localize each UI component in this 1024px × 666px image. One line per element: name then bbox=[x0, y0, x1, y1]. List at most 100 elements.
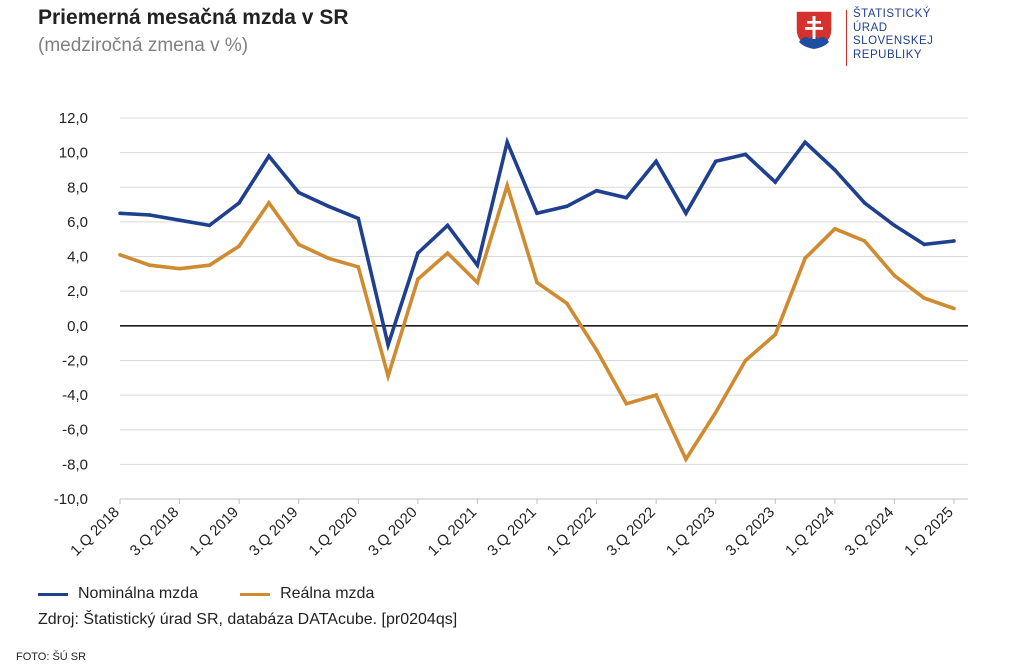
data-point-real bbox=[684, 457, 688, 461]
x-tick-label: 1.Q 2022 bbox=[544, 504, 600, 560]
data-point-nominal bbox=[147, 213, 152, 217]
x-tick-label: 3.Q 2018 bbox=[127, 504, 183, 560]
data-point-nominal bbox=[952, 239, 956, 243]
data-point-real bbox=[654, 393, 658, 397]
data-point-real bbox=[237, 244, 241, 248]
data-point-nominal bbox=[564, 204, 569, 209]
x-tick-label: 3.Q 2024 bbox=[842, 504, 898, 560]
data-point-nominal bbox=[803, 140, 807, 145]
data-point-nominal bbox=[326, 204, 331, 209]
data-point-nominal bbox=[833, 168, 837, 172]
data-point-real bbox=[416, 277, 420, 281]
y-tick-label: 6,0 bbox=[67, 214, 88, 231]
y-tick-label: -6,0 bbox=[62, 422, 88, 439]
y-axis-ticks: -10,0 -8,0 -6,0 -4,0 -2,0 0,0 2,0 4,0 6,0 8,0 10,0… bbox=[54, 110, 88, 508]
data-point-nominal bbox=[296, 190, 301, 195]
data-point-nominal bbox=[892, 223, 897, 228]
data-point-nominal bbox=[356, 216, 361, 221]
y-tick-label: -4,0 bbox=[62, 387, 88, 404]
x-tick-label: 3.Q 2021 bbox=[484, 504, 540, 560]
data-point-nominal bbox=[505, 140, 510, 145]
legend-swatch-nominal bbox=[38, 592, 68, 596]
data-point-nominal bbox=[713, 159, 718, 164]
data-point-real bbox=[356, 265, 361, 269]
data-point-real bbox=[296, 242, 301, 247]
y-tick-label: 4,0 bbox=[67, 249, 88, 266]
data-point-nominal bbox=[386, 343, 390, 347]
data-point-nominal bbox=[743, 152, 748, 157]
data-point-nominal bbox=[594, 188, 599, 193]
legend-label-real: Reálna mzda bbox=[280, 585, 375, 602]
data-point-nominal bbox=[654, 159, 658, 164]
logo-line: SLOVENSKEJ bbox=[853, 35, 934, 47]
data-point-nominal bbox=[475, 263, 480, 268]
y-tick-label: 10,0 bbox=[59, 145, 88, 162]
x-tick-label: 3.Q 2023 bbox=[722, 504, 778, 560]
data-point-real bbox=[833, 227, 837, 231]
logo-line: REPUBLIKY bbox=[853, 48, 923, 61]
data-point-real bbox=[326, 256, 331, 261]
data-point-nominal bbox=[267, 154, 271, 158]
x-tick-label: 1.Q 2024 bbox=[782, 504, 838, 560]
y-tick-label: 0,0 bbox=[67, 318, 88, 335]
logo-line: ŠTATISTICKÝ bbox=[853, 8, 931, 20]
grid-layer bbox=[120, 117, 968, 500]
x-tick-label: 3.Q 2019 bbox=[246, 504, 302, 560]
legend-item-nominal: Nominálna mzda bbox=[38, 585, 198, 603]
data-point-real bbox=[505, 183, 510, 188]
y-tick-label: 8,0 bbox=[67, 179, 88, 196]
y-tick-label: -10,0 bbox=[54, 491, 88, 508]
data-point-nominal bbox=[237, 201, 241, 205]
x-tick-label: 3.Q 2022 bbox=[603, 504, 659, 560]
data-point-real bbox=[952, 306, 956, 311]
data-point-real bbox=[743, 358, 748, 363]
data-point-real bbox=[147, 263, 152, 268]
data-point-nominal bbox=[207, 223, 212, 228]
data-point-nominal bbox=[773, 180, 778, 184]
logo-divider bbox=[846, 10, 847, 66]
series-line-nominal bbox=[119, 136, 955, 352]
data-point-real bbox=[803, 256, 807, 261]
x-tick-label: 1.Q 2021 bbox=[425, 504, 481, 560]
data-point-nominal bbox=[684, 211, 688, 216]
data-point-nominal bbox=[535, 211, 539, 216]
data-point-nominal bbox=[445, 223, 450, 228]
data-point-real bbox=[564, 301, 569, 306]
data-point-nominal bbox=[118, 211, 122, 216]
legend-label-nominal: Nominálna mzda bbox=[78, 585, 199, 602]
y-tick-label: -8,0 bbox=[62, 456, 88, 473]
data-point-real bbox=[713, 410, 718, 415]
data-point-real bbox=[118, 253, 122, 257]
chart-subtitle: (medziročná zmena v %) bbox=[38, 35, 249, 56]
legend: Nominálna mzda Reálna mzda bbox=[38, 585, 416, 603]
data-point-real bbox=[892, 273, 897, 278]
x-tick-label: 1.Q 2019 bbox=[186, 504, 242, 560]
data-point-real bbox=[594, 348, 599, 352]
x-tick-label: 1.Q 2018 bbox=[67, 504, 123, 560]
source-note: Zdroj: Štatistický úrad SR, databáza DAT… bbox=[38, 611, 458, 628]
x-tick-label: 1.Q 2020 bbox=[305, 504, 361, 560]
data-point-nominal bbox=[624, 195, 629, 200]
photo-credit: FOTO: ŠÚ SR bbox=[16, 651, 87, 663]
series-line-real bbox=[119, 179, 955, 463]
y-tick-label: 12,0 bbox=[59, 110, 88, 127]
y-tick-label: 2,0 bbox=[67, 283, 88, 300]
logo-text: ŠTATISTICKÝ ÚRAD SLOVENSKEJ REPUBLIKY bbox=[853, 8, 933, 62]
x-tick-label: 3.Q 2020 bbox=[365, 504, 421, 560]
data-point-real bbox=[475, 280, 480, 285]
x-axis-ticks: 1.Q 2018 3.Q 2018 1.Q 2019 3.Q 2019 1.Q 2020… bbox=[67, 499, 957, 559]
line-chart: -10,0 -8,0 -6,0 -4,0 -2,0 0,0 2,0 4,0 6,0 8,0 10,0… bbox=[54, 110, 968, 559]
data-point-real bbox=[624, 401, 629, 406]
data-point-nominal bbox=[177, 218, 182, 222]
data-point-real bbox=[773, 332, 778, 337]
data-point-nominal bbox=[922, 242, 927, 247]
slovak-coat-of-arms-icon bbox=[795, 10, 833, 50]
y-tick-label: -2,0 bbox=[62, 352, 88, 369]
legend-item-real: Reálna mzda bbox=[240, 585, 374, 603]
data-point-real bbox=[267, 201, 271, 205]
data-point-real bbox=[177, 266, 182, 271]
data-point-real bbox=[386, 374, 390, 378]
series-layer bbox=[118, 136, 956, 463]
chart-title: Priemerná mesačná mzda v SR bbox=[38, 6, 349, 29]
data-point-real bbox=[535, 280, 539, 285]
